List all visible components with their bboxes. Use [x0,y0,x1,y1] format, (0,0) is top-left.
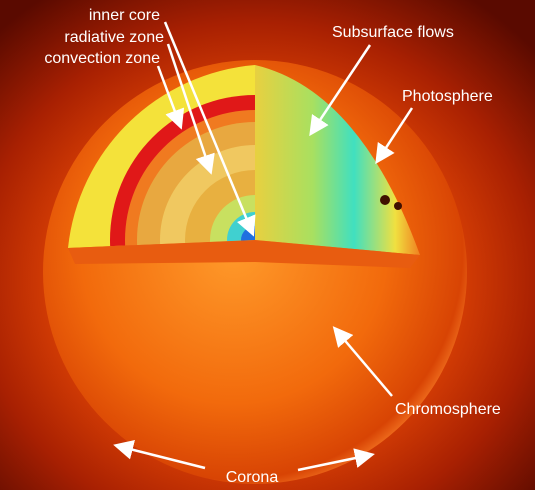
label: Photosphere [402,88,493,105]
cutaway-right [255,65,420,255]
label: Chromosphere [395,401,501,418]
label: inner core [89,7,160,24]
arrow [156,65,185,130]
sunspot [394,202,402,210]
arrow [332,326,393,397]
arrow [297,448,375,472]
arrow [309,44,372,137]
arrow [166,43,215,175]
sunspot [380,195,390,205]
cut-floor [68,240,420,268]
label: Corona [226,469,279,486]
label: Subsurface flows [332,24,454,41]
arrow [375,107,414,165]
arrow [113,439,206,470]
arrow [163,21,256,237]
label: convection zone [44,50,160,67]
label: radiative zone [64,29,164,46]
